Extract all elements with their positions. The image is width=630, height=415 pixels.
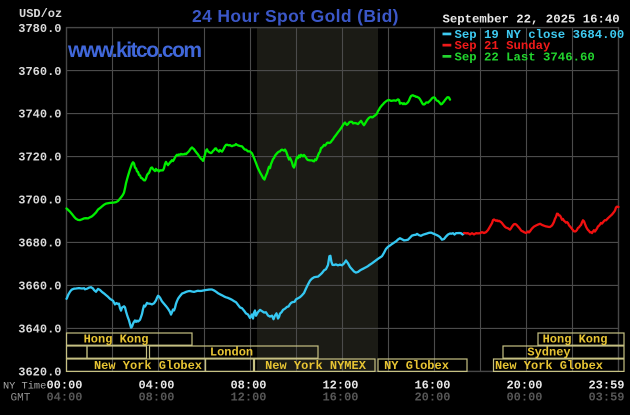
- svg-text:04:00: 04:00: [46, 391, 82, 405]
- svg-text:Sep 21 Sunday: Sep 21 Sunday: [455, 39, 552, 53]
- svg-text:New York NYMEX: New York NYMEX: [265, 359, 367, 373]
- svg-text:12:00: 12:00: [230, 391, 266, 405]
- svg-text:16:00: 16:00: [414, 379, 450, 393]
- svg-text:3760.0: 3760.0: [18, 65, 61, 79]
- svg-text:08:00: 08:00: [138, 391, 174, 405]
- svg-text:3620.0: 3620.0: [18, 366, 61, 380]
- svg-text:3780.0: 3780.0: [18, 22, 61, 36]
- svg-text:September 22, 2025 16:40: September 22, 2025 16:40: [443, 13, 620, 27]
- svg-text:NY Globex: NY Globex: [384, 359, 449, 373]
- svg-text:3680.0: 3680.0: [18, 237, 61, 251]
- svg-text:08:00: 08:00: [230, 379, 266, 393]
- svg-text:www.kitco.com: www.kitco.com: [67, 39, 202, 62]
- svg-text:20:00: 20:00: [506, 379, 542, 393]
- svg-text:NY Time: NY Time: [3, 381, 46, 393]
- svg-text:3740.0: 3740.0: [18, 108, 61, 122]
- svg-text:03:59: 03:59: [588, 391, 624, 405]
- svg-text:23:59: 23:59: [588, 379, 624, 393]
- svg-text:USD/oz: USD/oz: [19, 7, 62, 21]
- svg-text:New York Globex: New York Globex: [94, 359, 202, 373]
- svg-text:00:00: 00:00: [506, 391, 542, 405]
- svg-text:12:00: 12:00: [322, 379, 358, 393]
- svg-text:3700.0: 3700.0: [18, 194, 61, 208]
- svg-text:Sydney: Sydney: [527, 346, 570, 360]
- svg-text:00:00: 00:00: [46, 379, 82, 393]
- svg-text:3640.0: 3640.0: [18, 323, 61, 337]
- svg-text:3660.0: 3660.0: [18, 280, 61, 294]
- svg-text:16:00: 16:00: [322, 391, 358, 405]
- svg-text:24 Hour Spot Gold (Bid): 24 Hour Spot Gold (Bid): [192, 6, 399, 26]
- svg-text:3720.0: 3720.0: [18, 151, 61, 165]
- svg-text:London: London: [210, 346, 253, 360]
- svg-text:New York Globex: New York Globex: [495, 359, 603, 373]
- svg-text:Sep 19 NY close 3684.00: Sep 19 NY close 3684.00: [455, 28, 625, 42]
- svg-text:20:00: 20:00: [414, 391, 450, 405]
- svg-text:Sep 22 Last 3746.60: Sep 22 Last 3746.60: [455, 50, 595, 64]
- svg-text:Hong Kong: Hong Kong: [84, 333, 149, 347]
- svg-text:04:00: 04:00: [138, 379, 174, 393]
- svg-text:Hong Kong: Hong Kong: [543, 333, 608, 347]
- svg-text:GMT: GMT: [11, 393, 31, 405]
